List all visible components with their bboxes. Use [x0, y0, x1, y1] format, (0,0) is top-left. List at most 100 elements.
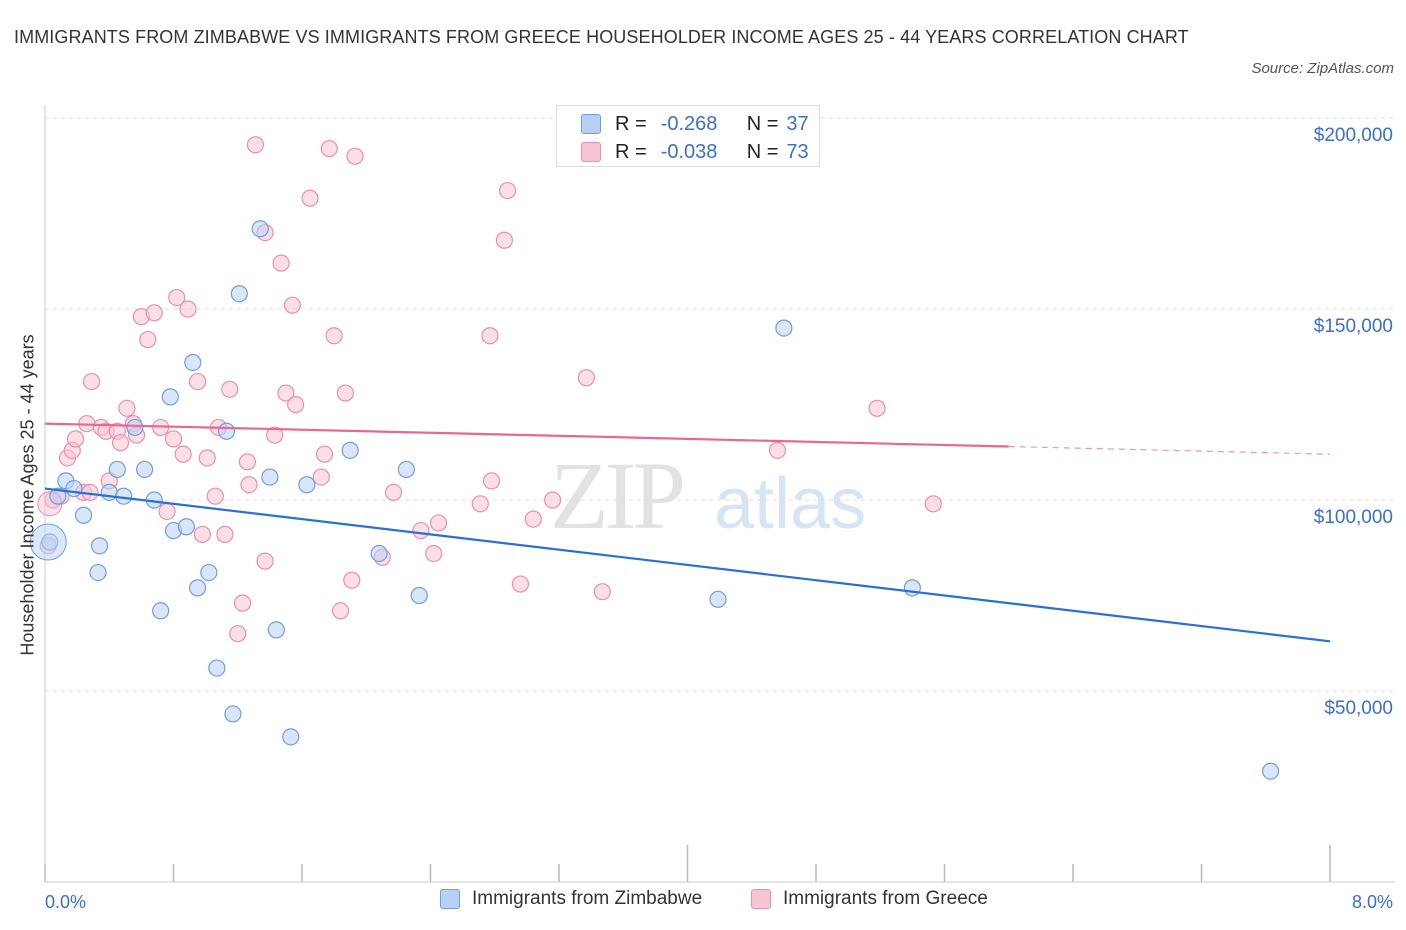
zimbabwe-point — [370, 544, 388, 563]
y-tick-label: $50,000 — [1324, 698, 1393, 719]
greece-swatch — [581, 142, 601, 162]
greece-point — [174, 445, 192, 463]
zimbabwe-point — [74, 506, 93, 524]
greece-point — [343, 571, 361, 589]
greece-point — [118, 399, 136, 417]
legend-item-greece[interactable]: Immigrants from Greece — [751, 888, 988, 910]
zimbabwe-point — [126, 418, 144, 437]
greece-point — [315, 445, 334, 463]
watermark-zip: ZIP — [550, 442, 683, 549]
greece-point — [320, 139, 338, 158]
zimbabwe-point — [282, 728, 300, 746]
zimbabwe-point — [251, 220, 269, 238]
greece-point — [283, 296, 301, 314]
greece-point — [384, 483, 403, 501]
zimbabwe-point — [298, 476, 316, 494]
zimbabwe-point — [91, 537, 109, 555]
x-tick-label: 0.0% — [45, 892, 86, 912]
y-tick-label: $200,000 — [1314, 125, 1393, 146]
greece-point — [471, 495, 489, 513]
y-tick-label: $150,000 — [1314, 316, 1393, 337]
zimbabwe-point — [208, 659, 226, 677]
zimbabwe-swatch — [581, 114, 601, 134]
greece-point — [499, 181, 517, 200]
greece-point — [256, 552, 274, 570]
greece-point — [425, 544, 443, 563]
greece-point — [229, 625, 247, 643]
zimbabwe-point — [188, 579, 207, 597]
watermark: ZIP atlas — [550, 442, 866, 549]
zimbabwe-point — [200, 563, 218, 582]
zimbabwe-point-cluster — [29, 523, 67, 561]
greece-point — [277, 384, 295, 402]
zimbabwe-point — [108, 460, 126, 479]
greece-point — [577, 369, 595, 387]
zimbabwe-point — [217, 422, 236, 440]
greece-point — [216, 525, 234, 543]
greece-point — [238, 453, 256, 471]
greece-point — [266, 426, 284, 444]
zimbabwe-legend-swatch — [440, 889, 460, 909]
greece-point — [221, 380, 239, 398]
greece-point — [240, 476, 258, 494]
greece-point — [145, 304, 163, 322]
trend-lines — [44, 422, 1331, 643]
greece-point — [336, 384, 354, 402]
greece-point — [188, 372, 207, 391]
y-tick-labels: $200,000 $150,000 $100,000 $50,000 — [1314, 125, 1393, 719]
zimbabwe-trend-line — [44, 487, 1331, 643]
zimbabwe-legend-label: Immigrants from Zimbabwe — [472, 888, 703, 909]
greece-point — [524, 510, 542, 528]
zimbabwe-point — [775, 319, 793, 337]
zimbabwe-point — [89, 563, 107, 582]
greece-point — [168, 288, 186, 307]
greece-point — [868, 399, 886, 417]
x-tick-labels: 0.0% 8.0% — [45, 892, 1393, 912]
zimbabwe-r-value: -0.268 — [660, 112, 718, 135]
greece-n-value: 73 — [786, 140, 809, 163]
y-tick-label: $100,000 — [1314, 507, 1393, 528]
zimbabwe-point — [261, 468, 279, 486]
greece-point — [82, 372, 101, 391]
greece-point — [198, 449, 216, 467]
greece-point — [193, 525, 212, 543]
greece-n-label: N = — [746, 140, 779, 163]
greece-trend-line — [44, 422, 1009, 448]
greece-point — [301, 189, 319, 207]
greece-point — [924, 495, 942, 513]
legend-item-zimbabwe[interactable]: Immigrants from Zimbabwe — [440, 888, 702, 910]
greece-point — [286, 395, 305, 414]
watermark-atlas: atlas — [714, 464, 866, 544]
correlation-legend: R = -0.268 N = 37 R = -0.038 N = 73 — [556, 105, 820, 167]
greece-r-value: -0.038 — [660, 140, 718, 163]
greece-point — [482, 472, 501, 490]
greece-point — [768, 441, 787, 459]
greece-r-label: R = — [615, 140, 647, 163]
zimbabwe-point — [397, 460, 416, 479]
greece-point — [246, 136, 265, 154]
zimbabwe-point — [1261, 762, 1280, 780]
zimbabwe-point — [177, 518, 195, 536]
zimbabwe-point — [903, 579, 921, 597]
zimbabwe-point — [267, 621, 285, 639]
greece-point — [481, 327, 499, 345]
zimbabwe-r-label: R = — [615, 112, 647, 135]
greece-point — [272, 254, 290, 272]
greece-point — [206, 487, 224, 505]
zimbabwe-point — [410, 586, 428, 605]
greece-trend-line-extension — [1008, 445, 1331, 455]
legend-row-zimbabwe: R = -0.268 N = 37 — [581, 112, 809, 136]
zimbabwe-point — [184, 353, 202, 372]
zimbabwe-point — [224, 705, 242, 723]
greece-point — [179, 300, 197, 318]
zimbabwe-n-label: N = — [746, 112, 779, 135]
legend-row-greece: R = -0.038 N = 73 — [581, 140, 809, 164]
x-tick-label: 8.0% — [1352, 892, 1393, 912]
greece-point — [346, 147, 364, 165]
greece-point — [495, 231, 513, 249]
greece-point — [429, 514, 448, 532]
zimbabwe-point — [49, 487, 67, 505]
zimbabwe-point — [709, 590, 727, 608]
greece-point — [233, 594, 252, 612]
